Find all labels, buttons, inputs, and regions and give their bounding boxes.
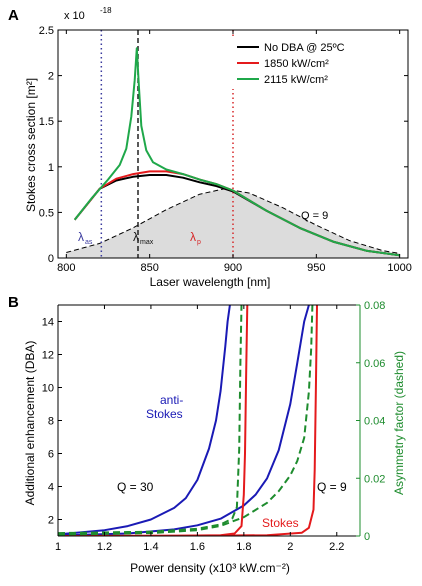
y-tick-label-a: 2 [48, 71, 54, 83]
y-tick-label-b: 6 [48, 449, 54, 461]
x-tick-label-b: 1.8 [236, 541, 251, 553]
panel-b-series-group [58, 305, 318, 536]
asymmetry-q30-line [58, 305, 243, 535]
q9-label: Q = 9 [317, 480, 347, 494]
panel-a-x-axis-label: Laser wavelength [nm] [150, 275, 271, 289]
stokes-q9-line [58, 305, 318, 536]
panel-a-y-axis-label: Stokes cross section [m²] [24, 78, 38, 212]
y-tick-label-a: 2.5 [39, 25, 54, 37]
panel-a: A x 10 -18 800 850 900 950 100000.511.522.5 … [8, 6, 412, 289]
asymmetry-q9-line [58, 305, 314, 536]
legend: No DBA @ 25ºC 1850 kW/cm² 2115 kW/cm² [232, 37, 356, 89]
y2-tick-label-b: 0 [364, 531, 370, 543]
anti-stokes-label-line2: Stokes [146, 407, 183, 421]
y2-tick-label-b: 0.02 [364, 473, 385, 485]
x-tick-label-b: 2 [287, 541, 293, 553]
y-tick-label-b: 12 [42, 350, 54, 362]
lambda-max-symbol: λ [133, 230, 139, 244]
q9-dashed-curve [66, 188, 400, 254]
legend-label-no-dba: No DBA @ 25ºC [264, 42, 345, 54]
lambda-as-symbol: λ [78, 230, 84, 244]
y-tick-label-b: 4 [48, 482, 54, 494]
panel-a-plot-area [66, 30, 400, 258]
lambda-as-subscript: as [85, 239, 93, 246]
anti-stokes-label-line1: anti- [160, 393, 183, 407]
panel-b-plot-area [58, 305, 318, 536]
y-tick-label-a: 0.5 [39, 207, 54, 219]
y2-tick-label-b: 0.06 [364, 358, 385, 370]
lambda-p-label: λ p [190, 230, 201, 246]
x-tick-label-a: 800 [57, 262, 75, 274]
y-tick-label-b: 14 [42, 317, 54, 329]
q9-shaded-area [66, 188, 400, 258]
x-tick-label-b: 1.4 [143, 541, 158, 553]
legend-label-2115: 2115 kW/cm² [264, 74, 328, 86]
x-tick-label-a: 950 [307, 262, 325, 274]
lambda-max-label: λ max [133, 230, 154, 246]
y-tick-label-b: 2 [48, 515, 54, 527]
series-line-2115 [73, 47, 400, 257]
panel-b: B 1 1.2 1.4 1.6 1.8 2 2.2 2 4 6 8 10 12 14 0 0.02 0.04 0.… [8, 294, 406, 575]
legend-label-1850: 1850 kW/cm² [264, 58, 329, 70]
y-tick-label-b: 8 [48, 416, 54, 428]
panel-b-y2-axis-label: Asymmetry factor (dashed) [392, 351, 406, 495]
q-label-a: Q = 9 [301, 210, 328, 222]
y-tick-label-a: 1.5 [39, 116, 54, 128]
x-tick-label-b: 1 [55, 541, 61, 553]
anti-stokes-q30-line [58, 305, 231, 536]
panel-b-axes: 1 1.2 1.4 1.6 1.8 2 2.2 2 4 6 8 10 12 14 0 0.02 0.04 0.06… [42, 300, 386, 553]
lambda-p-symbol: λ [190, 230, 196, 244]
panel-b-label: B [8, 294, 19, 311]
y-tick-label-a: 0 [48, 253, 54, 265]
x-tick-label-b: 1.6 [190, 541, 205, 553]
y-multiplier: x 10 [64, 10, 85, 22]
x-tick-label-b: 2.2 [329, 541, 344, 553]
x-tick-label-a: 1000 [387, 262, 411, 274]
panel-b-y-axis-label: Additional enhancement (DBA) [23, 341, 37, 506]
y-exponent: -18 [100, 6, 112, 15]
lambda-as-label: λ as [78, 230, 93, 246]
x-tick-label-b: 1.2 [97, 541, 112, 553]
lambda-max-subscript: max [140, 239, 154, 246]
stokes-label: Stokes [262, 516, 299, 530]
x-tick-label-a: 850 [140, 262, 158, 274]
q30-label: Q = 30 [117, 480, 154, 494]
panel-a-axes: 800 850 900 950 1000 0 0.5 1 1.5 2 2.5 [39, 25, 412, 274]
y2-tick-label-b: 0.08 [364, 300, 385, 312]
panel-a-label: A [8, 7, 19, 24]
y-tick-label-a: 1 [48, 162, 54, 174]
lambda-p-subscript: p [197, 239, 201, 246]
y-tick-label-b: 10 [42, 383, 54, 395]
panel-b-x-axis-label: Power density (x10³ kW.cm⁻²) [130, 561, 290, 575]
y2-tick-label-b: 0.04 [364, 416, 385, 428]
x-tick-label-a: 900 [224, 262, 242, 274]
